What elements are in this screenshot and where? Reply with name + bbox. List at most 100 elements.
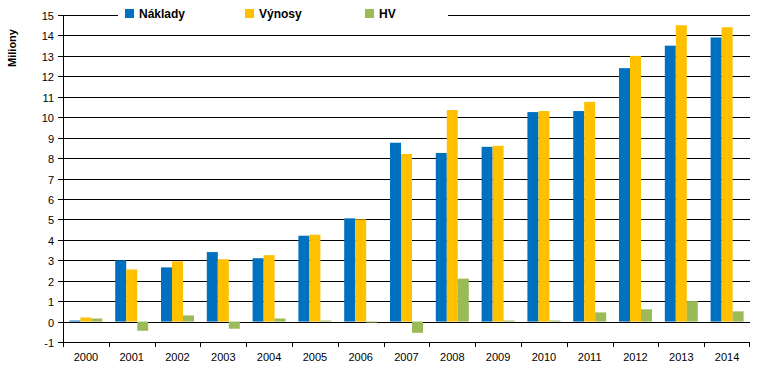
y-axis-label: Miliony — [6, 28, 18, 67]
bar — [161, 267, 172, 321]
legend-swatch — [245, 9, 254, 18]
y-tick-label: 4 — [48, 235, 54, 247]
y-tick-label: 14 — [42, 30, 54, 42]
bar — [436, 153, 447, 322]
grid-line — [63, 97, 750, 98]
x-tick — [63, 342, 64, 347]
bar — [355, 219, 366, 321]
bar — [275, 318, 286, 321]
y-tick-label: 15 — [42, 10, 54, 22]
bar — [595, 312, 606, 321]
grid-line — [63, 138, 750, 139]
bar — [218, 259, 229, 321]
y-tick-label: -1 — [44, 337, 54, 349]
legend-label: Výnosy — [259, 7, 302, 21]
x-tick — [384, 342, 385, 347]
x-tick — [613, 342, 614, 347]
bar — [711, 37, 722, 321]
y-tick-label: 1 — [48, 296, 54, 308]
bar — [183, 315, 194, 321]
x-tick — [704, 342, 705, 347]
bar — [573, 111, 584, 322]
x-axis — [63, 342, 750, 343]
bar — [91, 318, 102, 321]
x-tick — [658, 342, 659, 347]
y-tick — [58, 199, 63, 200]
x-tick — [200, 342, 201, 347]
bar — [676, 25, 687, 321]
y-tick — [58, 97, 63, 98]
bar — [115, 260, 126, 321]
y-tick-label: 5 — [48, 214, 54, 226]
x-tick — [429, 342, 430, 347]
bar — [309, 235, 320, 322]
x-tick — [338, 342, 339, 347]
x-tick-label: 2004 — [257, 351, 281, 363]
bar — [584, 102, 595, 322]
bar — [527, 112, 538, 321]
y-tick — [58, 260, 63, 261]
grid-line — [63, 322, 750, 323]
y-tick — [58, 76, 63, 77]
grid-line — [63, 56, 750, 57]
x-tick-label: 2008 — [440, 351, 464, 363]
y-tick-label: 12 — [42, 71, 54, 83]
bar — [549, 321, 560, 322]
grid-line — [63, 117, 750, 118]
x-tick-label: 2010 — [532, 351, 556, 363]
bar — [207, 252, 218, 321]
x-tick-label: 2006 — [348, 351, 372, 363]
y-tick-label: 0 — [48, 317, 54, 329]
x-tick-label: 2001 — [119, 351, 143, 363]
y-tick-label: 6 — [48, 194, 54, 206]
bar — [390, 143, 401, 322]
legend-bg — [118, 4, 448, 24]
legend-label: HV — [379, 7, 396, 21]
grid-line — [63, 342, 750, 343]
x-tick-label: 2005 — [303, 351, 327, 363]
x-tick — [246, 342, 247, 347]
x-tick-label: 2003 — [211, 351, 235, 363]
bar — [344, 218, 355, 321]
bar — [412, 322, 423, 333]
y-tick — [58, 35, 63, 36]
x-tick — [109, 342, 110, 347]
x-tick — [292, 342, 293, 347]
x-tick — [521, 342, 522, 347]
legend-label: Náklady — [139, 7, 185, 21]
y-tick — [58, 240, 63, 241]
bar — [630, 56, 641, 322]
y-tick-label: 2 — [48, 276, 54, 288]
y-tick-label: 10 — [42, 112, 54, 124]
y-tick-label: 13 — [42, 51, 54, 63]
x-tick — [749, 342, 750, 347]
bar — [538, 111, 549, 322]
bar — [126, 269, 137, 321]
y-tick — [58, 179, 63, 180]
bar — [366, 322, 377, 323]
x-tick-label: 2002 — [165, 351, 189, 363]
bar — [722, 27, 733, 321]
x-tick-label: 2013 — [669, 351, 693, 363]
y-tick — [58, 322, 63, 323]
x-tick — [567, 342, 568, 347]
bar — [493, 146, 504, 322]
bar — [619, 68, 630, 321]
y-tick-label: 8 — [48, 153, 54, 165]
y-tick — [58, 342, 63, 343]
y-tick-label: 3 — [48, 255, 54, 267]
bar — [482, 147, 493, 322]
x-tick — [475, 342, 476, 347]
y-tick-label: 7 — [48, 174, 54, 186]
x-tick-label: 2007 — [394, 351, 418, 363]
bar — [172, 261, 183, 321]
grid-line — [63, 35, 750, 36]
bar — [447, 110, 458, 322]
y-tick — [58, 219, 63, 220]
y-tick-label: 11 — [43, 92, 54, 104]
bar — [504, 321, 515, 322]
x-tick-label: 2009 — [486, 351, 510, 363]
legend-swatch — [125, 9, 134, 18]
bar — [298, 236, 309, 322]
chart: -101234567891011121314152000200120022003… — [0, 0, 757, 370]
